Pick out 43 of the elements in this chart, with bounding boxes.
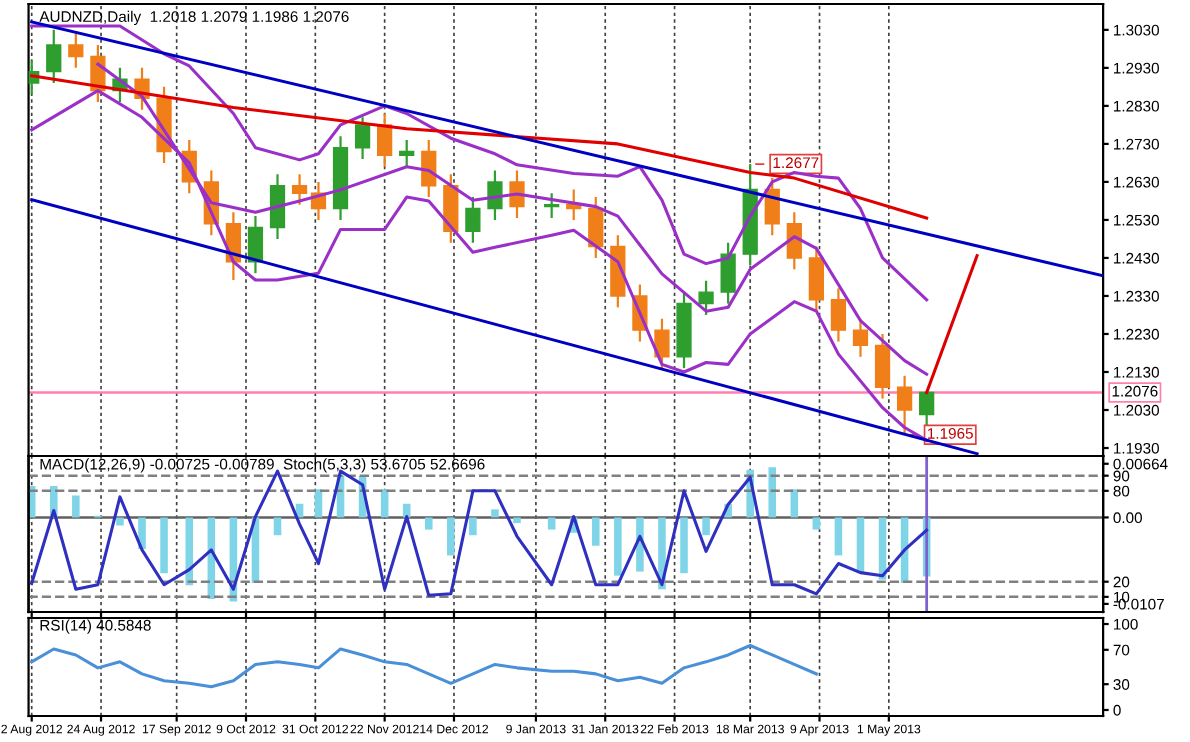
candlestick <box>487 169 503 222</box>
bar <box>614 517 622 576</box>
bar <box>424 517 433 530</box>
bar <box>116 517 124 526</box>
candlestick <box>291 173 308 206</box>
bar <box>834 517 843 556</box>
bar <box>702 517 710 536</box>
candlestick <box>808 245 824 313</box>
bar <box>592 517 600 546</box>
bar <box>812 517 821 530</box>
candlestick <box>68 32 84 69</box>
candlestick <box>354 116 371 161</box>
candlestick <box>588 196 604 260</box>
candlestick <box>852 317 869 358</box>
candlestick <box>465 196 481 244</box>
candlestick <box>544 192 560 220</box>
bar <box>513 517 521 524</box>
candlestick <box>919 390 935 428</box>
candlestick <box>698 279 714 317</box>
bar <box>768 467 777 518</box>
line-series <box>30 469 929 597</box>
candlestick <box>509 169 525 220</box>
bar <box>160 517 168 574</box>
candlestick <box>399 138 415 168</box>
bar <box>491 509 499 518</box>
candlestick <box>46 28 62 85</box>
bar <box>547 517 556 530</box>
candlestick <box>377 112 393 168</box>
bar <box>447 517 455 556</box>
bar <box>680 517 688 574</box>
bar <box>469 517 477 536</box>
line-series <box>30 24 929 302</box>
line-series <box>30 643 818 689</box>
candlestick <box>786 211 802 271</box>
candlestick <box>874 332 891 400</box>
candlestick <box>269 173 286 241</box>
candlestick <box>654 317 670 370</box>
candlestick <box>830 287 847 343</box>
candlestick <box>720 241 736 305</box>
bar <box>185 517 194 586</box>
line-series <box>30 74 929 220</box>
bar <box>72 495 80 518</box>
bar <box>273 517 282 536</box>
